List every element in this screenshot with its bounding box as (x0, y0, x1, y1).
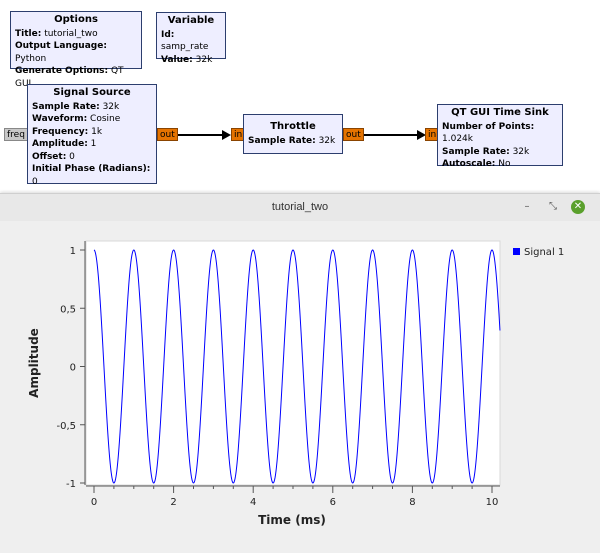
block-title: Options (54, 14, 98, 25)
time-sink-block[interactable]: QT GUI Time Sink Number of Points: 1.024… (437, 104, 563, 169)
plot-area (85, 240, 501, 486)
qt-gui-window: tutorial_two – ⤡ ✕ 1 0,5 0 -0,5 -1 0 2 4 6 8 10 A… (0, 193, 600, 553)
y-ticks: 1 0,5 0 -0,5 -1 (56, 246, 85, 490)
options-block[interactable]: Options Title: tutorial_two Output Langu… (10, 11, 142, 89)
y-tick-label: -1 (66, 479, 76, 490)
x-axis-label: Time (ms) (258, 513, 326, 527)
x-tick-label: 8 (409, 497, 415, 508)
x-tick-label: 6 (330, 497, 336, 508)
y-tick-label: 1 (70, 246, 76, 257)
throttle-out-port[interactable]: out (343, 128, 364, 141)
close-icon[interactable]: ✕ (571, 200, 585, 214)
time-plot[interactable]: 10,50-0,5-1 0 2 4 6 8 10 Amplitude Time (ms) … (0, 221, 600, 553)
y-tick-label: 0 (70, 363, 76, 374)
arrow-head-icon (417, 130, 426, 140)
block-title: Variable (167, 15, 215, 26)
y-axis-label: Amplitude (27, 328, 41, 398)
legend-label: Signal 1 (524, 247, 564, 258)
connection-line (178, 134, 224, 136)
freq-input-port[interactable]: freq (4, 128, 28, 141)
block-title: Signal Source (53, 87, 131, 98)
window-title: tutorial_two (271, 201, 329, 213)
x-tick-label: 0 (91, 497, 97, 508)
signal-1-line (93, 249, 501, 484)
x-ticks: 0 2 4 6 8 10 (91, 486, 499, 508)
signal-source-out-port[interactable]: out (157, 128, 178, 141)
variable-block[interactable]: Variable Id: samp_rate Value: 32k (156, 12, 226, 65)
connection-line (364, 134, 419, 136)
minimize-icon[interactable]: – (524, 201, 530, 212)
signal-source-block[interactable]: Signal Source Sample Rate: 32k Waveform:… (27, 84, 157, 187)
x-tick-label: 4 (250, 497, 256, 508)
block-title: Throttle (270, 121, 316, 132)
throttle-in-port[interactable]: in (231, 128, 244, 141)
x-tick-label: 2 (170, 497, 176, 508)
y-tick-label: -0,5 (56, 421, 76, 432)
arrow-head-icon (222, 130, 231, 140)
y-tick-label: 0,5 (60, 304, 76, 315)
x-tick-label: 10 (486, 497, 499, 508)
window-titlebar[interactable]: tutorial_two – ⤡ ✕ (0, 194, 600, 222)
block-title: QT GUI Time Sink (451, 107, 549, 118)
restore-icon[interactable]: ⤡ (549, 201, 557, 212)
throttle-block[interactable]: Throttle Sample Rate: 32k (243, 114, 343, 154)
legend-swatch (513, 248, 520, 255)
